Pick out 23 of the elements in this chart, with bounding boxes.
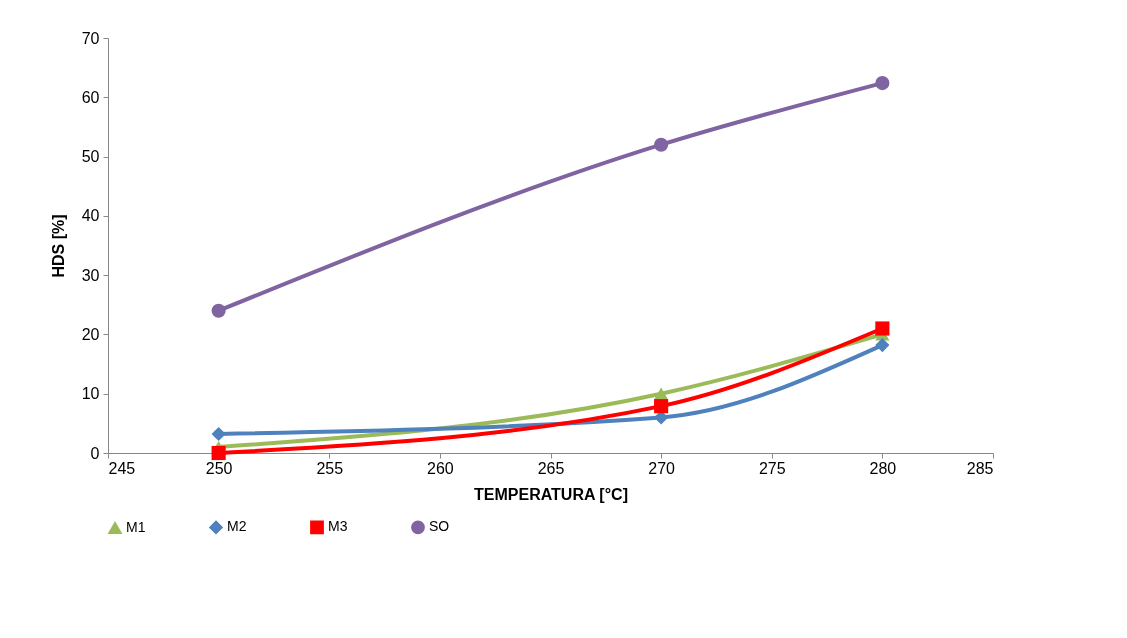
y-axis-title: HDS [%] <box>49 214 67 278</box>
y-tick-label: 70 <box>81 29 100 47</box>
y-tick-label: 30 <box>81 266 100 284</box>
y-tick-label: 0 <box>90 444 100 462</box>
x-tick-label: 255 <box>316 459 344 477</box>
x-tick-label: 245 <box>108 459 136 477</box>
x-tick-label: 275 <box>758 459 786 477</box>
legend-label: M1 <box>126 518 146 535</box>
y-tick-label: 60 <box>81 88 100 106</box>
y-tick-label: 10 <box>81 385 100 403</box>
legend-label: SO <box>429 518 450 535</box>
x-tick-label: 250 <box>205 459 233 477</box>
y-tick-label: 50 <box>81 148 100 166</box>
y-tick-label: 40 <box>81 207 100 225</box>
x-tick-label: 260 <box>427 459 454 477</box>
x-axis-title: TEMPERATURA [°C] <box>474 485 628 503</box>
legend-label: M2 <box>227 518 247 535</box>
legend-label: M3 <box>328 518 348 535</box>
x-tick-label: 280 <box>869 459 897 477</box>
x-tick-label: 265 <box>537 459 565 477</box>
x-tick-label: 270 <box>648 459 676 477</box>
y-tick-label: 20 <box>81 325 100 343</box>
x-tick-label: 285 <box>966 459 994 477</box>
